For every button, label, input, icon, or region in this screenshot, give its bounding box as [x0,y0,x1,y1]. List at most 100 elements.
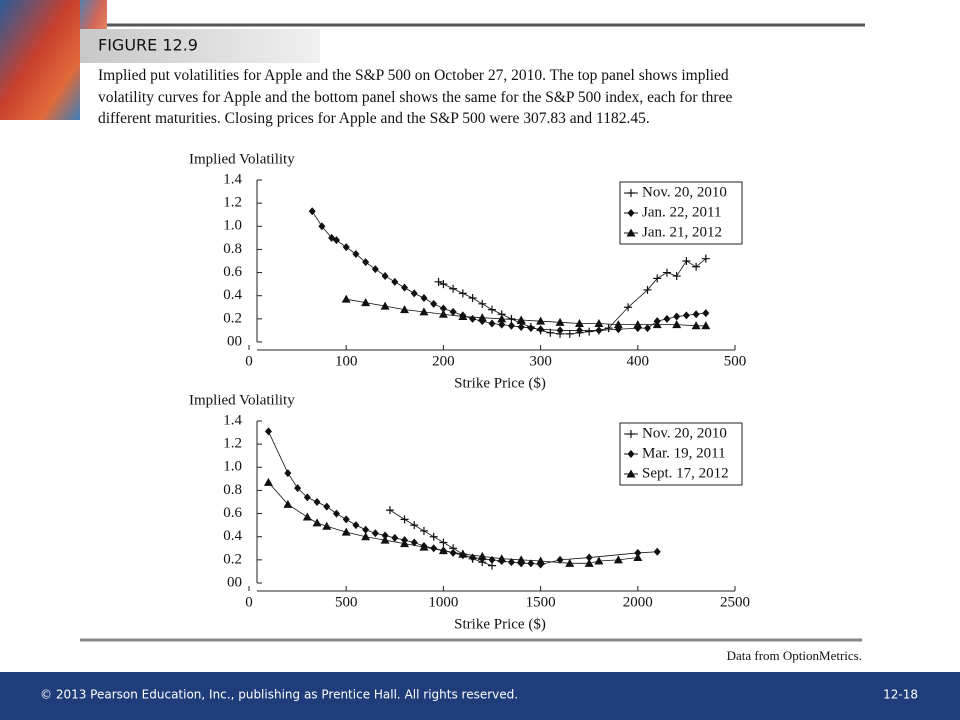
caption-line: different maturities. Closing prices for… [98,110,650,127]
marker-triangle [263,477,273,486]
marker-diamond [332,509,340,518]
y-tick-label: 0.6 [223,264,242,280]
marker-diamond [391,533,399,542]
marker-diamond [352,250,360,259]
marker-diamond [332,236,340,245]
marker-diamond [556,555,564,564]
marker-diamond [702,309,710,318]
marker-diamond [507,321,515,330]
marker-diamond [352,521,360,530]
marker-diamond [313,498,321,506]
marker-diamond [498,320,506,329]
marker-triangle [341,294,351,303]
decor-image [0,0,80,120]
marker-diamond [381,531,389,540]
marker-plus [458,289,467,298]
y-tick-label: 0.4 [223,528,242,544]
marker-diamond [303,493,311,502]
series-line [438,258,707,335]
legend-box [619,181,743,245]
marker-diamond [430,299,438,308]
marker-triangle [574,318,584,327]
x-tick-label: 2500 [720,594,750,610]
marker-triangle [419,542,429,551]
marker-plus [429,532,438,541]
marker-diamond [284,469,292,478]
marker-plus [643,285,652,294]
marker-triangle [497,554,507,563]
marker-diamond [527,559,535,568]
marker-triangle [341,527,351,536]
marker-triangle [438,309,448,318]
marker-plus [468,294,477,303]
marker-triangle [400,305,410,314]
marker-diamond [575,326,583,335]
footer-page: 12-18 [883,688,918,702]
legend-label: Mar. 19, 2011 [642,445,726,461]
footer-copyright: © 2013 Pearson Education, Inc., publishi… [40,688,518,702]
x-tick-label: 1000 [428,594,458,610]
marker-plus [410,521,419,530]
marker-triangle [565,558,575,567]
y-tick-label: 1.0 [223,218,242,234]
marker-triangle [536,316,546,325]
marker-diamond [595,326,603,335]
x-tick-label: 200 [432,353,455,369]
marker-plus [478,299,487,308]
marker-diamond [527,324,535,333]
marker-diamond [439,304,447,313]
marker-plus [692,262,701,271]
legend-label: Nov. 20, 2010 [642,184,727,200]
marker-plus [507,314,516,323]
y-tick-label: 0.6 [223,505,242,521]
caption-line: Implied put volatilities for Apple and t… [98,67,729,84]
x-tick-label: 300 [529,353,552,369]
marker-diamond [420,294,428,303]
x-tick-label: 100 [335,353,358,369]
marker-diamond [517,322,525,331]
marker-diamond [318,222,326,231]
marker-diamond [634,548,642,557]
y-tick-label: 0.2 [223,551,242,567]
marker-diamond [410,289,418,298]
marker-triangle [613,320,623,329]
y-tick-label: 1.4 [223,412,242,428]
marker-diamond [469,314,477,323]
legend-label: Nov. 20, 2010 [642,425,727,441]
marker-diamond [430,544,438,553]
series-line [268,431,658,565]
marker-diamond [644,324,652,333]
marker-plus [682,257,691,265]
marker-triangle [594,318,604,327]
marker-triangle [613,555,623,564]
marker-diamond [449,548,457,557]
marker-triangle [633,320,643,329]
marker-diamond [537,325,545,334]
marker-diamond [556,326,564,335]
marker-diamond [294,484,302,493]
x-tick-label: 0 [245,353,253,369]
marker-triangle [302,512,312,521]
legend-label: Jan. 21, 2012 [642,224,722,240]
x-tick-label: 0 [245,594,253,610]
legend-label: Sept. 17, 2012 [642,465,729,481]
marker-diamond [692,310,700,319]
caption-line: volatility curves for Apple and the bott… [98,89,733,106]
legend-box [619,422,743,486]
marker-diamond [381,272,389,281]
marker-diamond [342,515,350,524]
marker-triangle [626,228,636,237]
marker-triangle [361,532,371,541]
marker-triangle [477,313,487,322]
marker-plus [488,305,496,314]
marker-diamond [362,258,370,267]
x-tick-label: 500 [724,353,747,369]
marker-plus [419,526,428,535]
y-tick-label: 0.8 [223,482,242,498]
marker-triangle [652,320,662,329]
marker-triangle [672,320,682,329]
marker-diamond [391,277,399,286]
marker-diamond [449,307,457,316]
marker-plus [585,327,594,336]
figure-label: FIGURE 12.9 [98,36,198,55]
